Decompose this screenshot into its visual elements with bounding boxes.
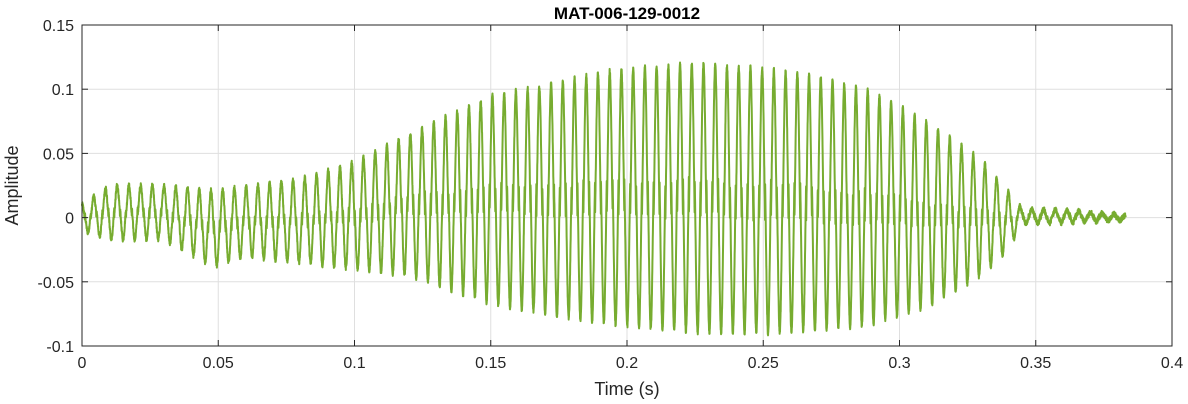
waveform-line (81, 61, 1127, 337)
y-tick-label: 0.1 (52, 82, 74, 99)
x-tick-label: 0.05 (203, 355, 234, 372)
x-tick-label: 0.25 (748, 355, 779, 372)
y-axis-label: Amplitude (2, 145, 22, 225)
x-axis-label: Time (s) (594, 379, 659, 399)
x-tick-label: 0.2 (616, 355, 638, 372)
x-tick-label: 0.4 (1161, 355, 1183, 372)
y-tick-label: -0.1 (46, 339, 74, 356)
x-tick-label: 0.1 (343, 355, 365, 372)
y-tick-label: 0.05 (43, 146, 74, 163)
y-tick-labels: -0.1 -0.05 0 0.05 0.1 0.15 (38, 18, 75, 356)
x-tick-label: 0 (78, 355, 87, 372)
y-tick-label: 0 (65, 211, 74, 228)
y-tick-label: 0.15 (43, 18, 74, 35)
x-tick-label: 0.35 (1020, 355, 1051, 372)
x-tick-label: 0.3 (888, 355, 910, 372)
x-tick-labels: 0 0.05 0.1 0.15 0.2 0.25 0.3 0.35 0.4 (78, 355, 1184, 372)
chart-title: MAT-006-129-0012 (554, 4, 700, 23)
tick-marks (81, 24, 1173, 347)
plot-area (81, 61, 1127, 337)
y-tick-label: -0.05 (38, 275, 75, 292)
x-tick-label: 0.15 (475, 355, 506, 372)
